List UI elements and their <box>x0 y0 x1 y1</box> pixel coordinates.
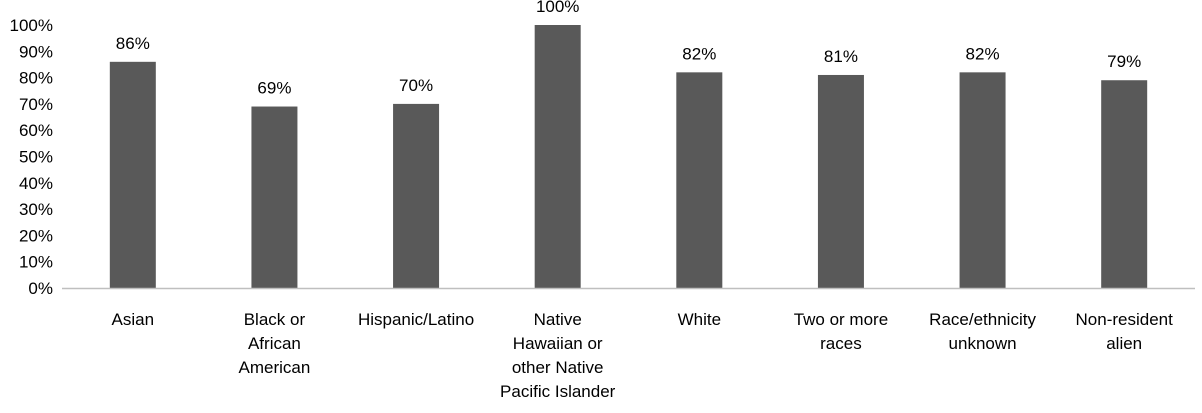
category-label-line: other Native <box>512 358 604 377</box>
data-label: 86% <box>116 34 150 53</box>
category-label-line: unknown <box>949 334 1017 353</box>
bar <box>959 72 1006 288</box>
data-label: 81% <box>824 47 858 66</box>
category-label: Two or more races <box>794 310 888 353</box>
category-label-line: Hawaiian or <box>513 334 603 353</box>
y-tick-label: 60% <box>19 121 53 140</box>
category-label: White <box>678 310 721 329</box>
bar <box>534 25 581 288</box>
category-label-line: African <box>248 334 301 353</box>
category-label-line: Black or <box>244 310 306 329</box>
category-label: Hispanic/Latino <box>358 310 474 329</box>
y-tick-label: 50% <box>19 148 53 167</box>
category-label-line: Native <box>534 310 582 329</box>
data-label: 70% <box>399 76 433 95</box>
category-label-line: alien <box>1106 334 1142 353</box>
bar <box>817 74 864 288</box>
category-label-line: Two or more <box>794 310 888 329</box>
bar <box>109 61 156 288</box>
bar <box>251 106 298 288</box>
x-axis-category-labels: Asian Black or African American Hispanic/Lat… <box>112 310 1174 401</box>
category-label-line: Race/ethnicity <box>929 310 1036 329</box>
category-label: Race/ethnicity unknown <box>929 310 1036 353</box>
category-label-line: Pacific Islander <box>500 382 616 401</box>
category-label-line: White <box>678 310 721 329</box>
y-tick-label: 40% <box>19 174 53 193</box>
category-label-line: American <box>239 358 311 377</box>
bar <box>1101 80 1148 288</box>
y-axis-tick-labels: 0% 10% 20% 30% 40% 50% 60% 70% 80% 90% 100% <box>10 16 53 298</box>
category-label-line: Hispanic/Latino <box>358 310 474 329</box>
data-labels: 86% 69% 70% 100% 82% 81% 82% 79% <box>116 0 1141 98</box>
category-label-line: Asian <box>112 310 155 329</box>
category-label: Non-resident alien <box>1076 310 1174 353</box>
y-tick-label: 90% <box>19 42 53 61</box>
category-label-line: Non-resident <box>1076 310 1174 329</box>
category-label: Black or African American <box>239 310 311 377</box>
y-tick-label: 100% <box>10 16 53 35</box>
data-label: 69% <box>257 79 291 98</box>
category-label-line: races <box>820 334 862 353</box>
data-label: 82% <box>966 44 1000 63</box>
y-tick-label: 20% <box>19 226 53 245</box>
data-label: 100% <box>536 0 579 16</box>
bar <box>393 103 440 289</box>
bar <box>676 72 723 288</box>
y-tick-label: 30% <box>19 200 53 219</box>
y-tick-label: 70% <box>19 95 53 114</box>
bars <box>109 25 1148 289</box>
y-tick-label: 0% <box>28 279 53 298</box>
y-tick-label: 80% <box>19 69 53 88</box>
y-tick-label: 10% <box>19 253 53 272</box>
category-label: Asian <box>112 310 155 329</box>
data-label: 79% <box>1107 52 1141 71</box>
data-label: 82% <box>682 44 716 63</box>
category-label: Native Hawaiian or other Native Pacific Isl… <box>500 310 616 401</box>
